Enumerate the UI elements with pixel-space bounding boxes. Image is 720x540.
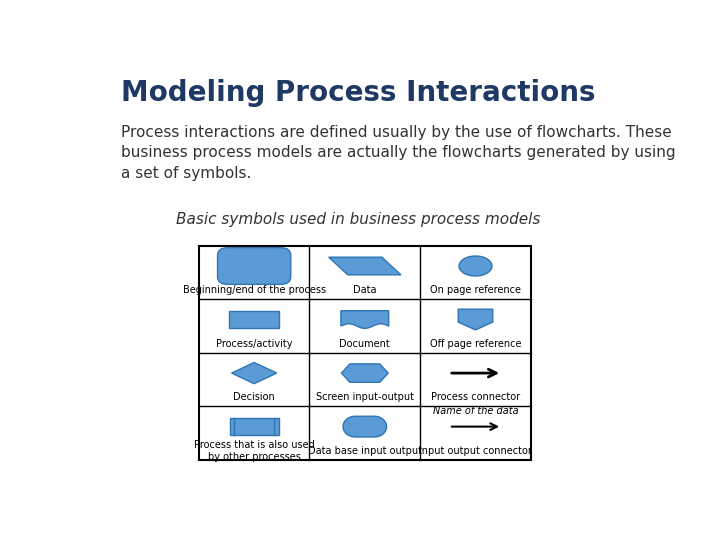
Text: Screen input-output: Screen input-output	[316, 392, 414, 402]
Text: Off page reference: Off page reference	[430, 339, 521, 349]
Text: input output connector: input output connector	[419, 446, 532, 456]
Text: Beginning/end of the process: Beginning/end of the process	[183, 285, 325, 295]
Bar	[199, 246, 531, 460]
FancyBboxPatch shape	[217, 248, 291, 285]
Text: Decision: Decision	[233, 392, 275, 402]
Text: Data base input output: Data base input output	[308, 446, 422, 456]
Bar	[230, 418, 279, 435]
Polygon shape	[343, 416, 387, 437]
Text: Basic symbols used in business process models: Basic symbols used in business process m…	[176, 212, 541, 227]
Polygon shape	[329, 257, 401, 275]
Text: On page reference: On page reference	[430, 285, 521, 295]
Text: Process that is also used
by other processes: Process that is also used by other proce…	[194, 440, 315, 462]
Text: Name of the data: Name of the data	[433, 406, 518, 416]
Polygon shape	[232, 362, 276, 384]
Text: Process connector: Process connector	[431, 392, 520, 402]
Polygon shape	[458, 309, 492, 330]
Text: Process/activity: Process/activity	[216, 339, 292, 349]
Text: Process interactions are defined usually by the use of flowcharts. These
busines: Process interactions are defined usually…	[121, 125, 675, 181]
Text: Data: Data	[353, 285, 377, 295]
Bar	[229, 311, 279, 328]
Text: Document: Document	[339, 339, 390, 349]
Polygon shape	[341, 310, 389, 328]
Polygon shape	[341, 364, 388, 382]
Text: Modeling Process Interactions: Modeling Process Interactions	[121, 79, 595, 107]
Ellipse shape	[459, 256, 492, 276]
